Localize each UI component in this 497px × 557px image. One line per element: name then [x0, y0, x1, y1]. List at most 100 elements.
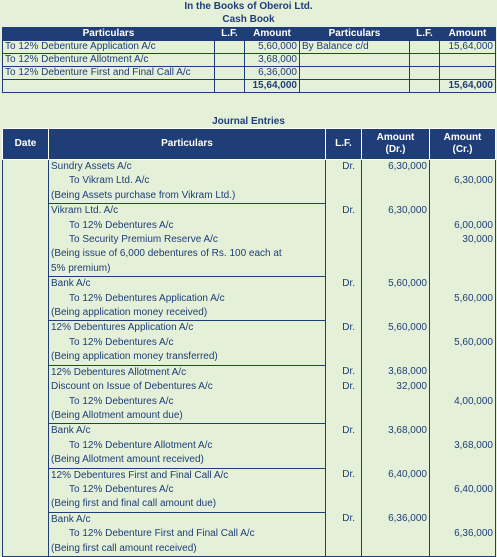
journal-dr-marker [325, 453, 362, 469]
journal-row: Discount on Issue of Debentures A/c Dr. 32… [2, 380, 496, 395]
journal-debit-amount: 5,60,000 [361, 276, 430, 292]
journal-particulars-cell: To 12% Debentures A/c [48, 218, 326, 234]
journal-dr-marker [325, 394, 362, 409]
cash-dr-particulars: To 12% Debenture First and Final Call A/… [2, 66, 215, 80]
journal-debit-amount [361, 453, 430, 469]
journal-credit-amount [429, 261, 496, 277]
journal-credit-amount [429, 408, 496, 424]
journal-debit-amount [361, 261, 430, 277]
journal-debit-amount: 5,60,000 [361, 320, 430, 336]
journal-particulars-cell: (Being first and final call amount due) [48, 497, 326, 513]
cash-dr-total: 15,64,000 [244, 79, 300, 93]
journal-date-cell [2, 497, 49, 513]
journal-date-cell [2, 335, 49, 351]
journal-credit-amount: 6,00,000 [429, 218, 496, 234]
journal-credit-amount [429, 380, 496, 395]
journal-date-cell [2, 159, 49, 175]
journal-particulars-cell: 12% Debentures Application A/c [48, 320, 326, 336]
journal-date-cell [2, 512, 49, 528]
cash-cr-particulars [299, 53, 410, 67]
cash-total-blank [214, 79, 245, 93]
journal-particulars-cell: Bank A/c [48, 276, 326, 292]
journal-debit-amount: 6,40,000 [361, 468, 430, 483]
journal-debit-amount [361, 174, 430, 189]
col-header-amount-dr: Amount [244, 27, 300, 41]
journal-particulars-cell: To 12% Debentures A/c [48, 394, 326, 409]
journal-title: Journal Entries [212, 116, 285, 127]
journal-dr-marker [325, 291, 362, 307]
journal-dr-marker [325, 438, 362, 454]
journal-row: To 12% Debentures A/c 5,60,000 [2, 335, 496, 351]
journal-dr-marker: Dr. [325, 203, 362, 219]
journal-row: (Being first call amount received) [2, 541, 496, 557]
cash-dr-lf [214, 66, 245, 80]
journal-row: 12% Debentures Allotment A/c Dr. 3,68,000 [2, 365, 496, 381]
cash-total-blank [2, 79, 215, 93]
cash-book-header-row: Particulars L.F. Amount Particulars L.F.… [2, 27, 496, 41]
cash-cr-lf [409, 53, 440, 67]
cash-cr-particulars [299, 66, 410, 80]
col-header-lf-cr: L.F. [409, 27, 440, 41]
col-header-lf-dr: L.F. [214, 27, 245, 41]
journal-date-cell [2, 350, 49, 366]
journal-dr-marker: Dr. [325, 423, 362, 439]
journal-col-lf: L.F. [325, 128, 362, 160]
journal-debit-amount: 32,000 [361, 380, 430, 395]
journal-credit-amount [429, 453, 496, 469]
journal-col-particulars: Particulars [48, 128, 326, 160]
journal-particulars-cell: To 12% Debentures Application A/c [48, 291, 326, 307]
journal-debit-amount [361, 350, 430, 366]
journal-table: Date Particulars L.F. Amount (Dr.) Amoun… [2, 128, 496, 557]
cash-book-table: Particulars L.F. Amount Particulars L.F.… [2, 27, 496, 93]
journal-col-amount-cr: Amount (Cr.) [429, 128, 496, 160]
journal-date-cell [2, 468, 49, 483]
journal-date-cell [2, 174, 49, 189]
journal-credit-amount [429, 365, 496, 381]
journal-row: Vikram Ltd. A/c Dr. 6,30,000 [2, 203, 496, 219]
journal-debit-amount [361, 335, 430, 351]
journal-credit-amount: 6,30,000 [429, 174, 496, 189]
journal-debit-amount [361, 482, 430, 498]
journal-particulars-cell: Bank A/c [48, 423, 326, 439]
journal-debit-amount [361, 291, 430, 307]
journal-particulars-cell: 5% premium) [48, 261, 326, 278]
journal-particulars-cell: To 12% Debenture First and Final Call A/… [48, 527, 326, 542]
journal-row: To 12% Debentures A/c 6,00,000 [2, 218, 496, 234]
journal-credit-amount [429, 320, 496, 336]
journal-row: 12% Debentures Application A/c Dr. 5,60,00… [2, 320, 496, 336]
cash-cr-particulars: By Balance c/d [299, 40, 410, 54]
journal-particulars-cell: (Being application money transferred) [48, 350, 326, 366]
journal-dr-marker [325, 247, 362, 262]
journal-particulars-cell: Bank A/c [48, 512, 326, 528]
journal-credit-amount: 5,60,000 [429, 335, 496, 351]
journal-row: (Being Assets purchase from Vikram Ltd.) [2, 188, 496, 205]
journal-date-cell [2, 203, 49, 219]
journal-date-cell [2, 247, 49, 262]
company-title: In the Books of Oberoi Ltd. [184, 1, 313, 12]
cash-book-row: To 12% Debenture Allotment A/c 3,68,000 [2, 53, 496, 67]
journal-row: To Vikram Ltd. A/c 6,30,000 [2, 174, 496, 189]
journal-credit-amount: 4,00,000 [429, 394, 496, 409]
journal-debit-amount [361, 218, 430, 234]
journal-dr-marker [325, 261, 362, 277]
journal-particulars-cell: To 12% Debentures A/c [48, 335, 326, 351]
journal-particulars-cell: (Being Allotment amount due) [48, 408, 326, 425]
journal-particulars-cell: (Being issue of 6,000 debentures of Rs. … [48, 247, 326, 262]
journal-debit-amount: 6,30,000 [361, 159, 430, 175]
journal-date-cell [2, 482, 49, 498]
cash-book-title: Cash Book [222, 14, 275, 25]
journal-row: To 12% Debentures A/c 6,40,000 [2, 482, 496, 498]
journal-particulars-cell: (Being first call amount received) [48, 541, 326, 557]
journal-row: Bank A/c Dr. 5,60,000 [2, 276, 496, 292]
cash-cr-lf [409, 40, 440, 54]
journal-dr-marker [325, 497, 362, 513]
journal-debit-amount [361, 438, 430, 454]
journal-particulars-cell: Sundry Assets A/c [48, 159, 326, 175]
journal-credit-amount: 6,40,000 [429, 482, 496, 498]
journal-debit-amount [361, 527, 430, 542]
journal-body: Sundry Assets A/c Dr. 6,30,000 To Vikram Lt… [2, 159, 496, 557]
journal-debit-amount: 3,68,000 [361, 423, 430, 439]
journal-credit-amount [429, 306, 496, 321]
journal-dr-marker: Dr. [325, 159, 362, 175]
journal-row: To 12% Debentures Application A/c 5,60,00… [2, 291, 496, 307]
